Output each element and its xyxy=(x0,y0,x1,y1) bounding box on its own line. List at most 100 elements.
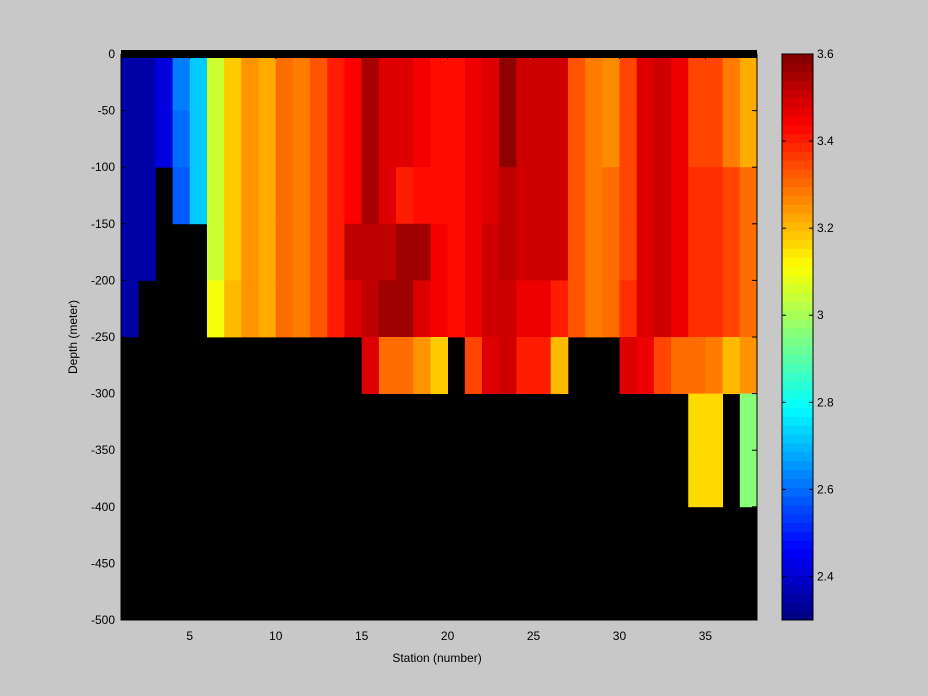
colorbar-step xyxy=(782,381,813,391)
heatmap-cell xyxy=(361,337,380,394)
heatmap-cell xyxy=(327,223,345,281)
heatmap-cell xyxy=(292,280,311,338)
heatmap-cell xyxy=(447,54,466,111)
heatmap-cell xyxy=(241,167,259,225)
colorbar-step xyxy=(782,310,813,320)
heatmap-cell xyxy=(636,337,655,394)
heatmap-cell xyxy=(327,280,345,338)
heatmap-cell xyxy=(739,54,758,111)
heatmap-cell xyxy=(619,337,638,394)
colorbar-step xyxy=(782,239,813,249)
heatmap-cell xyxy=(241,223,259,281)
heatmap-cell xyxy=(516,54,534,111)
colorbar-step xyxy=(782,115,813,126)
colorbar-tick-label: 2.4 xyxy=(817,569,834,583)
colorbar-step xyxy=(782,407,813,417)
heatmap-cell xyxy=(464,337,483,394)
colorbar-step xyxy=(782,275,813,285)
heatmap-cell xyxy=(739,167,758,225)
heatmap-cell xyxy=(722,280,741,338)
heatmap-cell xyxy=(481,280,500,338)
heatmap-cell xyxy=(705,110,724,168)
heatmap-cell xyxy=(653,110,672,168)
heatmap-cell xyxy=(310,167,328,225)
heatmap-cell xyxy=(464,54,483,111)
heatmap-cell xyxy=(602,167,620,225)
heatmap-cell xyxy=(722,110,741,168)
heatmap-cell xyxy=(344,223,363,281)
heatmap-cell xyxy=(550,110,569,168)
heatmap-cell xyxy=(155,54,173,111)
heatmap-cell xyxy=(619,223,638,281)
heatmap-cell xyxy=(567,223,586,281)
heatmap-cell xyxy=(121,280,139,338)
heatmap-cell xyxy=(447,167,466,225)
heatmap-cell xyxy=(636,280,655,338)
heatmap-cell xyxy=(258,280,277,338)
heatmap-cell xyxy=(499,223,517,281)
heatmap-cell xyxy=(310,54,328,111)
colorbar-step xyxy=(782,292,813,303)
heatmap-cell xyxy=(430,167,448,225)
colorbar-step xyxy=(782,363,813,373)
x-tick-label: 5 xyxy=(186,629,193,643)
heatmap-cell xyxy=(550,280,569,338)
heatmap-cell xyxy=(533,223,552,281)
heatmap-cell xyxy=(567,54,586,111)
colorbar-step xyxy=(782,142,813,152)
colorbar-step xyxy=(782,593,813,603)
x-tick-label: 35 xyxy=(699,629,713,643)
heatmap-cell xyxy=(344,54,363,111)
heatmap-cell xyxy=(378,223,397,281)
heatmap-cell xyxy=(275,280,294,338)
heatmap-cell xyxy=(653,167,672,225)
heatmap-cell xyxy=(602,280,620,338)
colorbar-step xyxy=(782,505,813,515)
heatmap-cell xyxy=(739,393,758,451)
heatmap-cell xyxy=(567,167,586,225)
colorbar-step xyxy=(782,443,813,453)
heatmap-cell xyxy=(447,110,466,168)
heatmap-cell xyxy=(361,280,380,338)
colorbar-step xyxy=(782,451,813,462)
heatmap-cell xyxy=(396,337,414,394)
colorbar-step xyxy=(782,195,813,205)
colorbar-step xyxy=(782,248,813,258)
y-axis-ticks: 0 -50 -100 -150 -200 -250 -300 -350 -400 -450 -500 xyxy=(91,47,757,627)
heatmap-cell xyxy=(739,337,758,394)
heatmap-cell xyxy=(499,110,517,168)
heatmap-cell xyxy=(430,110,448,168)
colorbar-step xyxy=(782,558,813,568)
heatmap-cell xyxy=(241,110,259,168)
heatmap-cell xyxy=(671,223,689,281)
colorbar-tick-label: 3.6 xyxy=(817,47,834,61)
heatmap-cell xyxy=(430,337,448,394)
heatmap-cell xyxy=(189,167,208,225)
colorbar-step xyxy=(782,531,813,541)
heatmap-cell xyxy=(292,110,311,168)
heatmap-cell xyxy=(585,167,603,225)
colorbar-step xyxy=(782,611,813,621)
heatmap-cell xyxy=(361,110,380,168)
colorbar-step xyxy=(782,257,813,267)
heatmap-cell xyxy=(585,54,603,111)
heatmap-cell xyxy=(413,167,431,225)
heatmap-cell xyxy=(172,167,191,225)
colorbar-step xyxy=(782,390,813,400)
heatmap-cell xyxy=(292,223,311,281)
colorbar-step xyxy=(782,372,813,382)
colorbar-step xyxy=(782,345,813,356)
heatmap-cell xyxy=(413,223,431,281)
heatmap-cell xyxy=(464,110,483,168)
heatmap-cell xyxy=(327,110,345,168)
heatmap-cell xyxy=(172,54,191,111)
heatmap-cell xyxy=(602,223,620,281)
heatmap-cell xyxy=(378,54,397,111)
heatmap-cell xyxy=(585,110,603,168)
heatmap-cell xyxy=(413,54,431,111)
heatmap-cell xyxy=(533,280,552,338)
heatmap-cell xyxy=(688,393,706,451)
heatmap-cell xyxy=(653,54,672,111)
heatmap-cell xyxy=(430,223,448,281)
heatmap-cell xyxy=(413,337,431,394)
